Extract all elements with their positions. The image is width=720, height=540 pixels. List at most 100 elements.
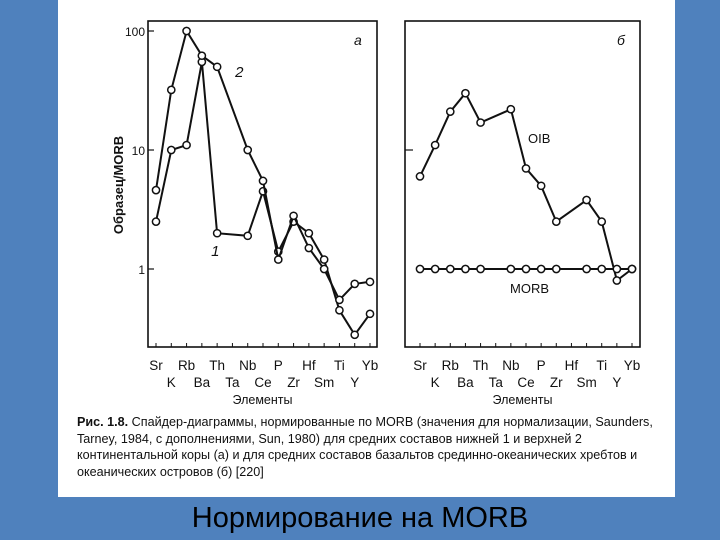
series-line-OIB — [419, 91, 633, 283]
data-point-OIB-Th — [476, 118, 485, 127]
data-point-MORB-Yb — [627, 264, 637, 274]
element-label-Ba: Ba — [457, 375, 474, 390]
data-point-OIB-Sr — [415, 172, 425, 181]
element-label-Sr: Sr — [413, 358, 427, 373]
data-point-2-K — [166, 85, 176, 95]
element-label-Th: Th — [209, 358, 225, 373]
data-point-1-Rb — [182, 140, 191, 150]
y-tick-label-10: 10 — [132, 144, 146, 158]
data-point-2-Nb — [243, 145, 253, 155]
data-point-OIB-Zr — [551, 217, 561, 226]
data-point-OIB-Ba — [461, 88, 470, 98]
data-point-2-Sr — [151, 185, 161, 195]
element-label-Sm: Sm — [314, 375, 334, 390]
y-axis-label: Образец/MORB — [111, 136, 126, 234]
data-point-2-Yb — [365, 277, 375, 287]
element-label-P: P — [274, 358, 283, 373]
data-point-2-P — [273, 255, 283, 264]
series-label-MORB: MORB — [510, 281, 549, 296]
series-label-2: 2 — [234, 64, 244, 81]
data-point-2-Ba — [197, 51, 207, 61]
data-point-1-Th — [212, 228, 222, 238]
data-point-OIB-P — [536, 181, 546, 191]
data-point-MORB-Sr — [415, 264, 425, 274]
data-point-MORB-Rb — [445, 264, 455, 274]
element-label-Y: Y — [612, 375, 621, 390]
panel-label-a: а — [354, 32, 362, 48]
data-point-2-Sm — [319, 264, 329, 274]
data-point-1-Yb — [365, 309, 375, 319]
data-point-2-Y — [350, 279, 360, 289]
element-label-Y: Y — [350, 375, 359, 390]
data-point-MORB-Ti — [597, 264, 607, 274]
data-point-1-Sr — [151, 217, 161, 226]
y-tick-label-1: 1 — [138, 263, 145, 277]
element-label-Zr: Zr — [550, 375, 563, 390]
element-label-Sm: Sm — [576, 375, 596, 390]
element-label-Nb: Nb — [239, 358, 256, 373]
data-point-MORB-Nb — [506, 264, 516, 274]
element-label-Hf: Hf — [302, 358, 316, 373]
series-line-2 — [155, 28, 371, 302]
element-label-Rb: Rb — [442, 358, 459, 373]
data-point-1-Hf — [304, 228, 314, 238]
data-point-OIB-Rb — [445, 107, 455, 117]
y-tick-label-100: 100 — [125, 25, 145, 39]
data-point-1-K — [166, 145, 176, 155]
data-point-OIB-Y — [612, 276, 622, 285]
caption-text: Спайдер-диаграммы, нормированные по MORB… — [77, 415, 653, 479]
element-label-Rb: Rb — [178, 358, 195, 373]
element-label-Ti: Ti — [334, 358, 345, 373]
data-point-2-Zr — [289, 211, 298, 221]
element-label-Ce: Ce — [254, 375, 271, 390]
data-point-2-Ti — [335, 295, 344, 305]
element-label-Zr: Zr — [287, 375, 300, 390]
data-point-1-Sm — [319, 255, 329, 264]
figure-panel — [58, 0, 675, 497]
element-label-Yb: Yb — [362, 358, 379, 373]
data-point-2-Rb — [182, 26, 191, 36]
data-point-OIB-Ce — [521, 164, 531, 173]
data-point-2-Hf — [304, 243, 314, 253]
data-point-2-Ce — [258, 176, 268, 186]
element-label-Ta: Ta — [225, 375, 240, 390]
element-label-Th: Th — [473, 358, 489, 373]
caption-label: Рис. 1.8. — [77, 415, 129, 429]
element-label-Ce: Ce — [517, 375, 534, 390]
element-label-Ba: Ba — [194, 375, 211, 390]
element-label-K: K — [167, 375, 176, 390]
data-point-MORB-K — [430, 264, 440, 274]
data-point-MORB-P — [536, 264, 546, 274]
element-label-P: P — [537, 358, 546, 373]
element-label-K: K — [431, 375, 440, 390]
data-point-MORB-Y — [612, 264, 622, 274]
x-axis-label-b: Элементы — [493, 393, 553, 407]
data-point-OIB-Sm — [582, 195, 591, 205]
element-label-Sr: Sr — [149, 358, 163, 373]
series-label-OIB: OIB — [528, 131, 550, 146]
element-label-Ta: Ta — [489, 375, 504, 390]
data-point-OIB-Nb — [506, 104, 516, 114]
element-label-Hf: Hf — [565, 358, 579, 373]
data-point-1-Ti — [335, 305, 344, 315]
data-point-MORB-Ce — [521, 264, 531, 274]
element-label-Nb: Nb — [502, 358, 519, 373]
element-label-Ti: Ti — [596, 358, 607, 373]
spider-diagrams: а100101Образец/MORBSrKRbBaThTaNbCePZrHfS… — [111, 20, 641, 407]
data-point-MORB-Sm — [582, 264, 591, 274]
plot-frame-b — [404, 20, 641, 348]
panel-label-b: б — [617, 32, 626, 48]
data-point-OIB-K — [430, 140, 440, 150]
figure-caption: Рис. 1.8. Спайдер-диаграммы, нормированн… — [77, 414, 657, 480]
data-point-1-Nb — [243, 231, 253, 241]
data-point-MORB-Zr — [551, 264, 561, 274]
data-point-MORB-Ba — [461, 264, 470, 274]
data-point-2-Th — [212, 62, 222, 72]
series-label-1: 1 — [211, 243, 219, 260]
series-line-1 — [155, 61, 371, 337]
data-point-OIB-Ti — [597, 217, 607, 226]
x-axis-label-a: Элементы — [233, 393, 293, 407]
data-point-1-Y — [350, 330, 360, 340]
data-point-MORB-Th — [476, 264, 485, 274]
slide-title: Нормирование на MORB — [191, 502, 529, 534]
